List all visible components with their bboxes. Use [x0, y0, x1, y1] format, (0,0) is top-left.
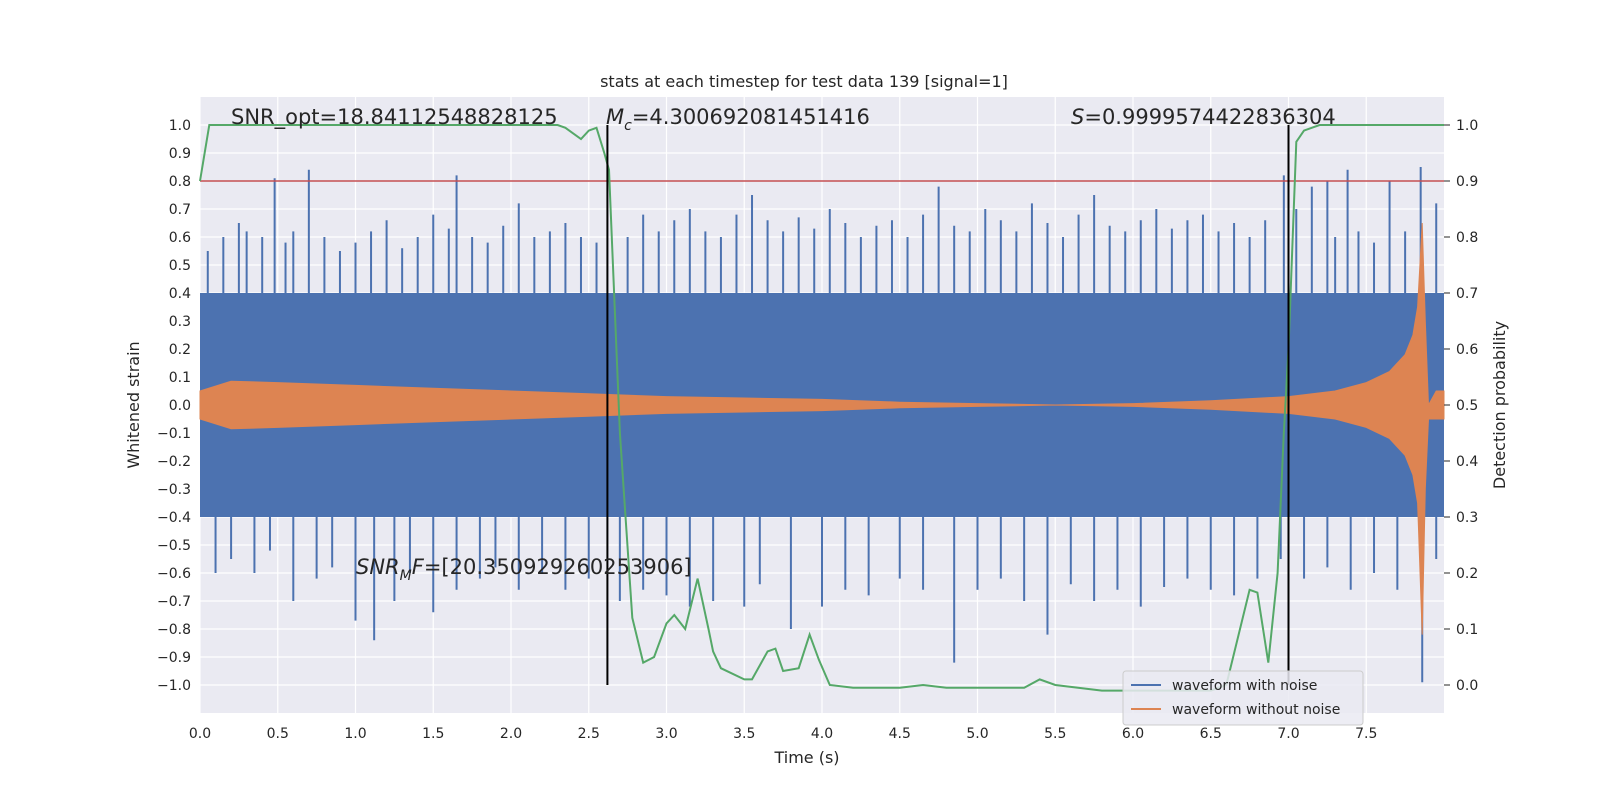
y-right-tick-label-4: 0.6	[1456, 342, 1478, 358]
y-right-tick-label-7: 0.3	[1456, 510, 1478, 526]
y-tick-label-16: −0.6	[157, 566, 191, 582]
x-tick-label-11: 5.5	[1044, 726, 1066, 742]
x-tick-label-9: 4.5	[889, 726, 911, 742]
vertical-markers	[606, 125, 1290, 685]
x-tick-label-0: 0.0	[189, 726, 211, 742]
x-tick-label-13: 6.5	[1200, 726, 1222, 742]
x-tick-label-2: 1.0	[344, 726, 366, 742]
y-right-tick-label-2: 0.8	[1456, 230, 1478, 246]
x-tick-label-4: 2.0	[500, 726, 522, 742]
legend-box	[1122, 670, 1364, 726]
chart-title: stats at each timestep for test data 139…	[600, 72, 1008, 91]
y-tick-label-20: −1.0	[157, 678, 191, 694]
annotation-snr-opt: SNR_opt=18.84112548828125	[231, 105, 558, 130]
x-tick-label-1: 0.5	[267, 726, 289, 742]
y-right-tick-label-10: 0.0	[1456, 678, 1478, 694]
legend-label-waveform-with-noise: waveform with noise	[1172, 678, 1317, 694]
y-tick-label-8: 0.2	[169, 342, 191, 358]
y-right-tick-label-6: 0.4	[1456, 454, 1478, 470]
annotation-snr-mf: SNRMF=[20.350929260253906]	[356, 555, 692, 584]
x-tick-label-10: 5.0	[966, 726, 988, 742]
x-tick-label-14: 7.0	[1277, 726, 1299, 742]
y-axis-right-ticks: 1.0 0.9 0.8 0.7 0.6 0.5 0.4 0.3 0.2 0.1 0.0	[1444, 118, 1478, 694]
y-tick-label-18: −0.8	[157, 622, 191, 638]
clean-waveform-envelope	[199, 222, 1445, 635]
annotation-s: S=0.9999574422836304	[1071, 105, 1336, 129]
legend-label-waveform-without-noise: waveform without noise	[1172, 702, 1340, 718]
y-axis-right-label: Detection probability	[1490, 321, 1509, 489]
x-axis-ticks: 0.0 0.5 1.0 1.5 2.0 2.5 3.0 3.5 4.0 4.5 5.0 5.5 6.0 6…	[189, 726, 1378, 742]
y-right-tick-label-1: 0.9	[1456, 174, 1478, 190]
legend: waveform with noise waveform without noi…	[1122, 670, 1364, 726]
x-tick-label-8: 4.0	[811, 726, 833, 742]
y-tick-label-9: 0.1	[169, 370, 191, 386]
series-detection-probability	[199, 124, 1444, 692]
x-tick-label-6: 3.0	[655, 726, 677, 742]
y-axis-ticks: 1.0 0.9 0.8 0.7 0.6 0.5 0.4 0.3 0.2 0.1 0.0 −0.1 −0.…	[157, 118, 191, 694]
y-tick-label-19: −0.9	[157, 650, 191, 666]
y-tick-label-4: 0.6	[169, 230, 191, 246]
y-tick-label-12: −0.2	[157, 454, 191, 470]
y-tick-label-0: 1.0	[169, 118, 191, 134]
y-tick-label-3: 0.7	[169, 202, 191, 218]
x-tick-label-3: 1.5	[422, 726, 444, 742]
y-tick-label-11: −0.1	[157, 426, 191, 442]
annotation-chirp-mass: Mc=4.300692081451416	[606, 105, 870, 134]
x-tick-label-7: 3.5	[733, 726, 755, 742]
y-tick-label-10: 0.0	[169, 398, 191, 414]
y-axis-label: Whitened strain	[124, 341, 143, 468]
x-axis-label: Time (s)	[773, 748, 839, 767]
y-tick-label-1: 0.9	[169, 146, 191, 162]
y-tick-label-13: −0.3	[157, 482, 191, 498]
y-right-tick-label-3: 0.7	[1456, 286, 1478, 302]
y-right-tick-label-5: 0.5	[1456, 398, 1478, 414]
y-tick-label-15: −0.5	[157, 538, 191, 554]
y-tick-label-6: 0.4	[169, 286, 191, 302]
y-tick-label-17: −0.7	[157, 594, 191, 610]
y-right-tick-label-9: 0.1	[1456, 622, 1478, 638]
y-right-tick-label-8: 0.2	[1456, 566, 1478, 582]
x-tick-label-12: 6.0	[1122, 726, 1144, 742]
y-tick-label-7: 0.3	[169, 314, 191, 330]
y-tick-label-2: 0.8	[169, 174, 191, 190]
y-tick-label-14: −0.4	[157, 510, 191, 526]
detection-probability-line	[199, 124, 1444, 692]
x-tick-label-5: 2.5	[578, 726, 600, 742]
x-tick-label-15: 7.5	[1355, 726, 1377, 742]
series-waveform-without-noise	[199, 222, 1445, 635]
y-tick-label-5: 0.5	[169, 258, 191, 274]
y-right-tick-label-0: 1.0	[1456, 118, 1478, 134]
